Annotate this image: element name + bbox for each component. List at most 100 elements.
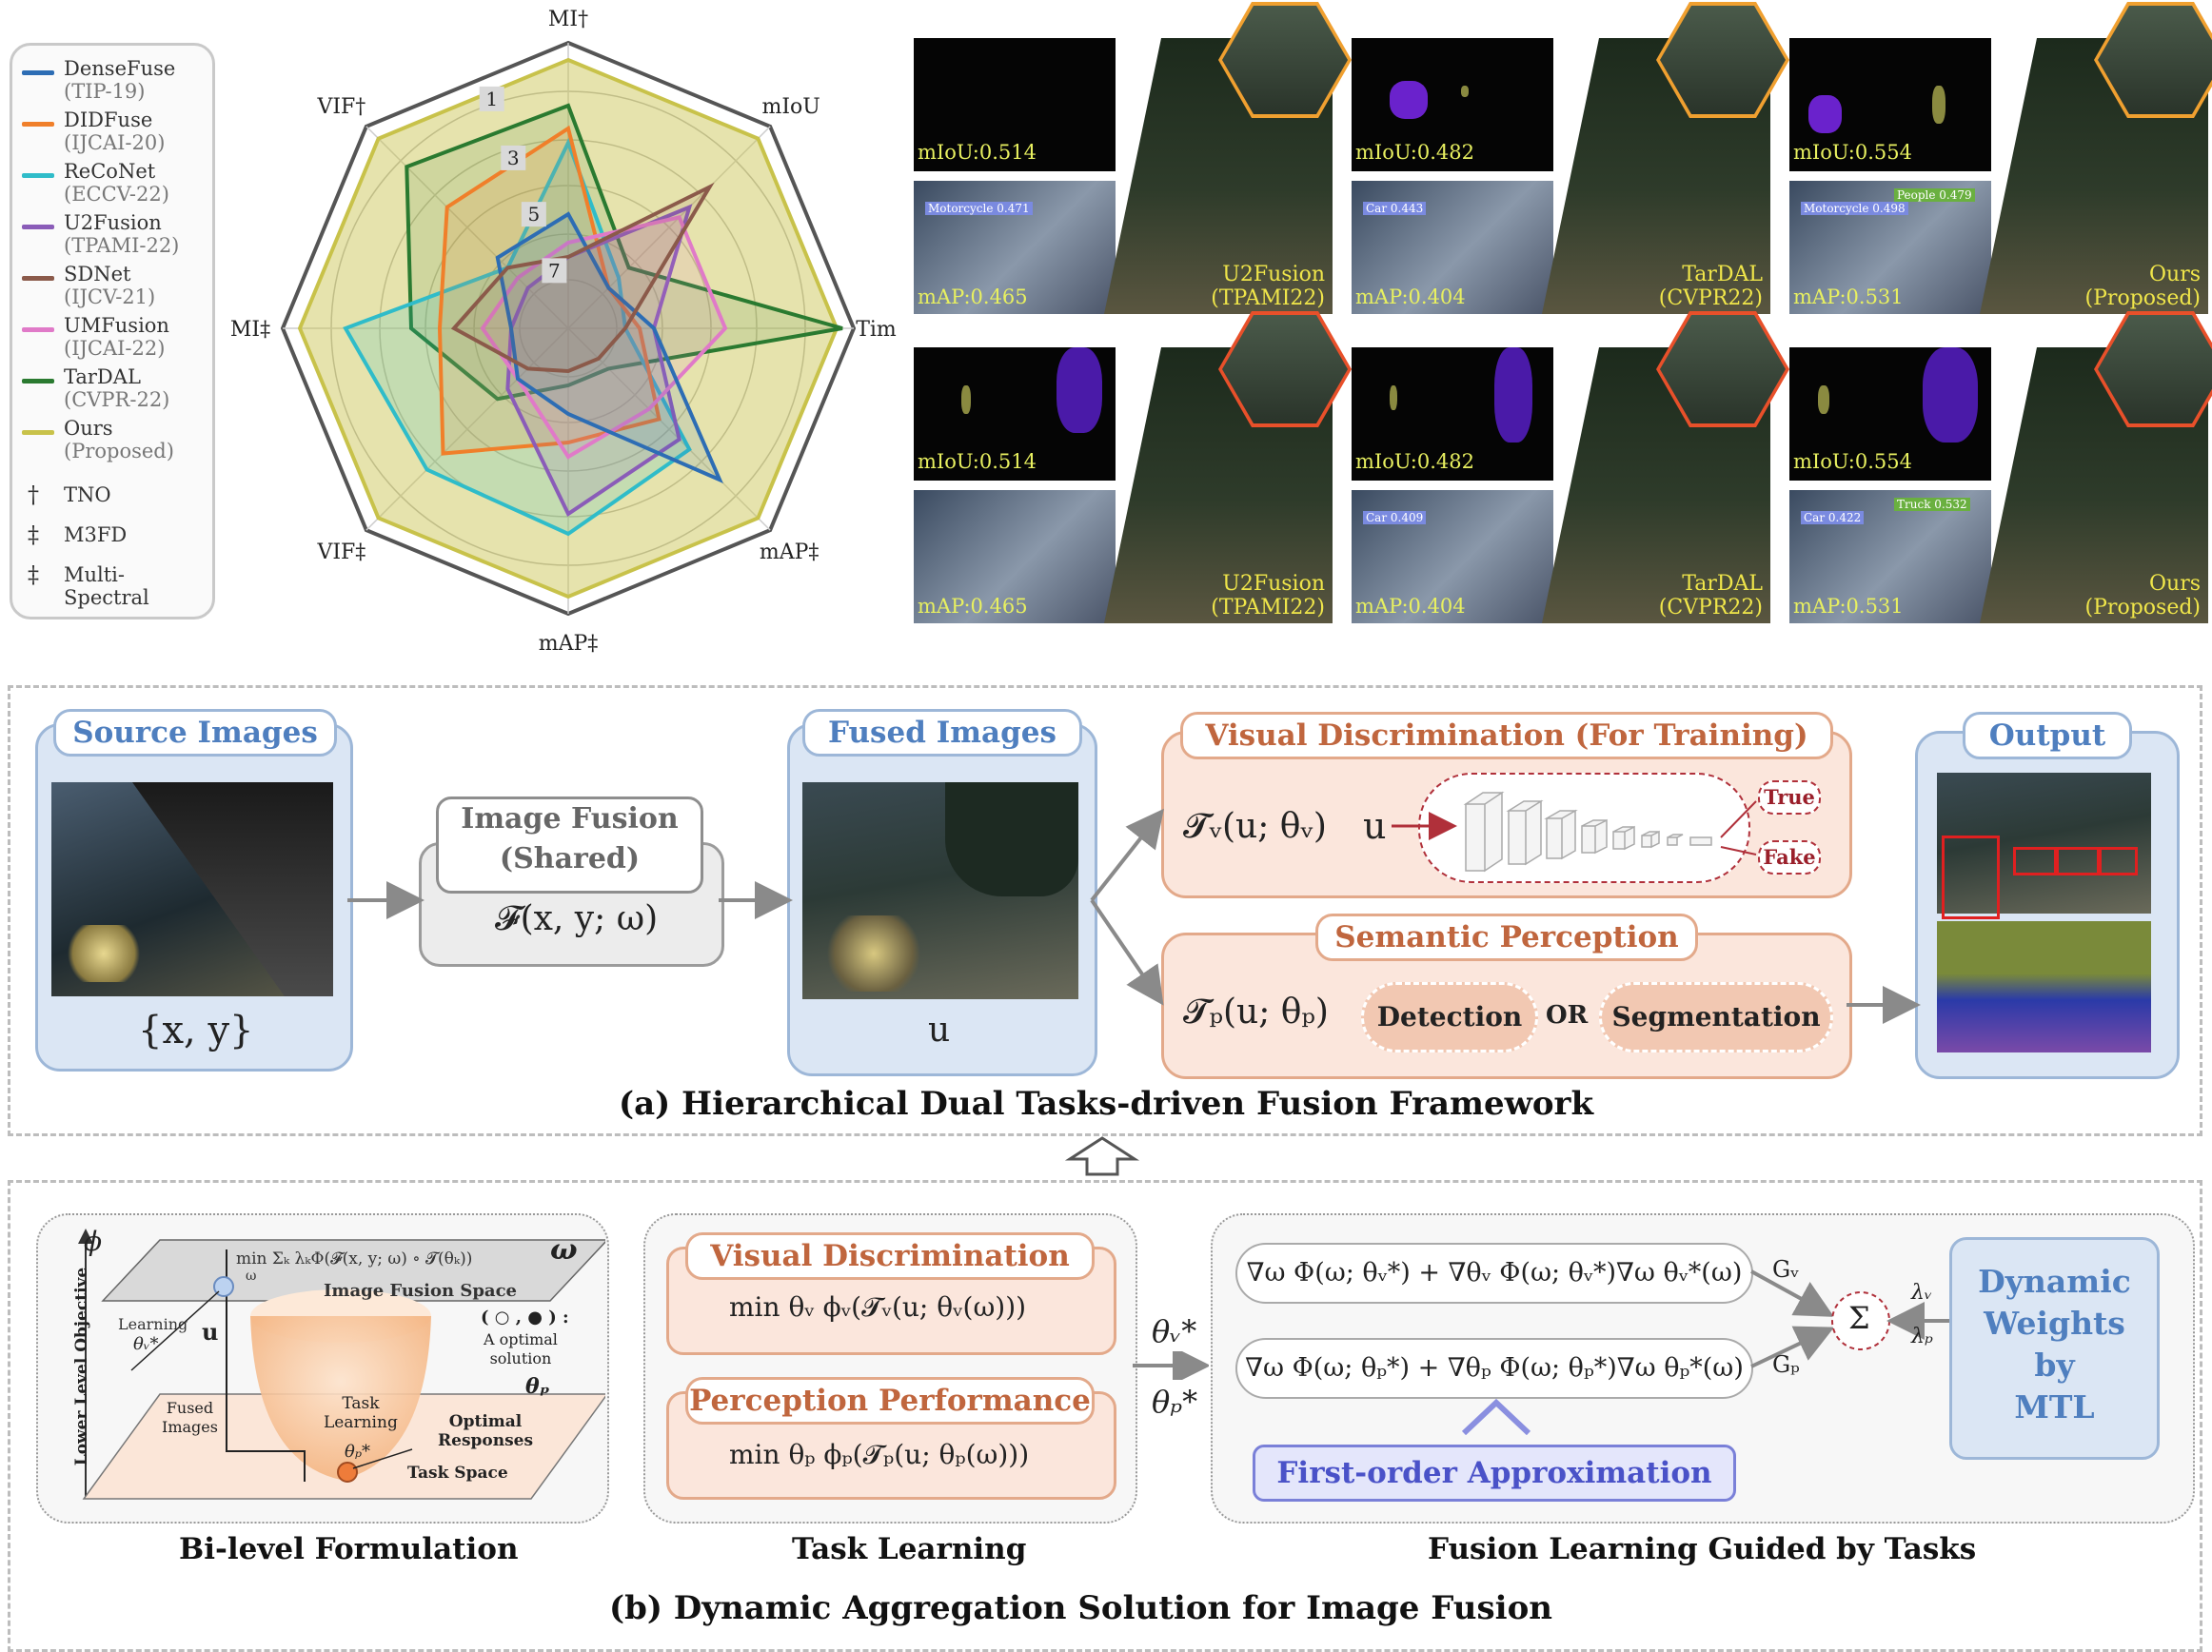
segmentation-map: mIoU:0.554: [1789, 347, 1991, 481]
method-label: Ours (Proposed): [2084, 572, 2201, 620]
segment-region: [1808, 95, 1842, 133]
tl-vd-formula: min θᵥ ϕᵥ(𝓣ᵥ(u; θᵥ(ω))): [729, 1291, 1027, 1323]
radar-axis-label: MI†: [548, 8, 588, 31]
u-label: u: [202, 1318, 219, 1346]
legend-swatch: [22, 430, 54, 435]
zoom-inset: [1656, 2, 1789, 118]
miou-value: mIoU:0.482: [1355, 141, 1474, 164]
method-label: Ours (Proposed): [2084, 263, 2201, 310]
rank-label-bg: [479, 86, 504, 111]
solution-caption: (b) Dynamic Aggregation Solution for Ima…: [609, 1589, 1552, 1627]
rank-label: 7: [548, 259, 561, 282]
dynamic-weights-label: Dynamic Weights by MTL: [1978, 1263, 2131, 1426]
map-value: mAP:0.404: [1355, 595, 1466, 618]
segment-region: [1390, 81, 1428, 119]
radar-axis-label: MI‡: [230, 318, 270, 342]
dataset-name: M3FD: [64, 523, 128, 546]
legend-swatch: [22, 276, 54, 281]
zoom-inset: [1656, 311, 1789, 427]
legend-method-venue: (IJCV-21): [64, 285, 156, 308]
dataset-name: Multi- Spectral: [64, 563, 149, 609]
radar-chart: MI† mIoU Time mAP‡ mAP‡ VIF‡ MI‡ VIF† 1 3 5 7: [230, 8, 897, 656]
miou-value: mIoU:0.554: [1793, 141, 1912, 164]
segment-region: [1932, 86, 1945, 124]
miou-value: mIoU:0.514: [918, 450, 1037, 473]
zoom-inset-content: [1660, 315, 1786, 423]
true-tag: True: [1758, 780, 1821, 815]
detection-label: Car 0.422: [1801, 511, 1865, 524]
rank-label-bg: [542, 258, 567, 284]
radar-axis-label: mAP‡: [539, 632, 599, 656]
framework-caption: (a) Hierarchical Dual Tasks-driven Fusio…: [619, 1085, 1594, 1123]
theta-v-star-label: θᵥ*: [133, 1334, 159, 1354]
result-tile: mIoU:0.514 Motorcycle 0.471 mAP:0.465 U2Fus…: [914, 38, 1333, 324]
legend-swatch: [22, 173, 54, 178]
legend: DenseFuse (TIP-19) DIDFuse (IJCAI-20) ReCoNe…: [10, 43, 215, 620]
segment-region: [1818, 385, 1829, 414]
source-images-title: Source Images: [53, 709, 337, 757]
map-value: mAP:0.465: [918, 285, 1028, 308]
task-learning-caption: Task Learning: [792, 1532, 1027, 1566]
radar-axis-label: Time: [856, 318, 897, 342]
segmentation-map: mIoU:0.514: [914, 38, 1116, 171]
fusion-learning-caption: Fusion Learning Guided by Tasks: [1428, 1532, 1977, 1566]
detection-label: Truck 0.532: [1894, 498, 1970, 511]
detection-label: Car 0.409: [1363, 511, 1427, 524]
dataset-name: TNO: [64, 483, 111, 506]
zoom-inset-content: [1660, 6, 1786, 114]
fused-images-label: Fused Images: [162, 1399, 218, 1436]
semantic-perception-title: Semantic Perception: [1315, 914, 1698, 961]
radar-spoke: [567, 126, 771, 329]
radar-spoke: [365, 126, 569, 329]
segment-region: [961, 385, 971, 414]
tree-silhouette: [945, 782, 1078, 896]
output-detection-image: [1937, 773, 2151, 919]
optimal-responses-label: Optimal Responses: [438, 1412, 534, 1450]
radar-series: [450, 182, 715, 374]
results-grid: mIoU:0.514 Motorcycle 0.471 mAP:0.465 U2Fus…: [914, 0, 2212, 628]
result-tile: mIoU:0.482 Car 0.409 mAP:0.404 TarDAL (CVPR2…: [1352, 347, 1770, 633]
rank-label-bg: [501, 145, 526, 170]
task-space-label: Task Space: [407, 1464, 508, 1483]
legend-method-name: SDNet: [64, 263, 131, 285]
zoom-inset-content: [1222, 6, 1348, 114]
legend-method-name: UMFusion: [64, 314, 169, 337]
legend-method-name: DIDFuse: [64, 108, 153, 131]
detection-image: Car 0.443 mAP:0.404: [1352, 181, 1553, 314]
legend-method-name: Ours: [64, 417, 113, 440]
radar-axis-label: VIF†: [316, 95, 365, 119]
sp-formula: 𝓣ₚ(u; θₚ): [1183, 993, 1329, 1032]
fused-images-title: Fused Images: [802, 709, 1082, 757]
g-p-label: Gₚ: [1772, 1351, 1800, 1378]
framework-panel: [8, 685, 2202, 1136]
legend-swatch: [22, 122, 54, 127]
theta-p-star-label: θₚ*: [345, 1442, 371, 1462]
map-value: mAP:0.531: [1793, 595, 1904, 618]
segmentation-map: mIoU:0.514: [914, 347, 1116, 481]
fused-image: [802, 782, 1078, 999]
output-segmentation-image: [1937, 921, 2151, 1052]
legend-method-venue: (TPAMI-22): [64, 234, 180, 257]
dataset-symbol: †: [28, 482, 39, 508]
up-arrow-icon: [1064, 1136, 1140, 1176]
legend-method-name: U2Fusion: [64, 211, 162, 234]
segment-region: [1494, 347, 1532, 442]
detection-image: Motorcycle 0.498 People 0.479 mAP:0.531: [1789, 181, 1991, 314]
radar-series: [297, 57, 839, 600]
legend-method-name: ReCoNet: [64, 160, 156, 183]
detection-label: Car 0.443: [1363, 202, 1427, 215]
car-headlight: [61, 925, 147, 982]
tl-pp-title: Perception Performance: [685, 1377, 1095, 1425]
tl-pp-formula: min θₚ ϕₚ(𝓣ₚ(u; θₚ(ω))): [729, 1439, 1030, 1470]
g-v-label: Gᵥ: [1772, 1256, 1800, 1283]
theta-p-label: θₚ: [525, 1374, 550, 1399]
legend-method-venue: (CVPR-22): [64, 388, 170, 411]
map-value: mAP:0.404: [1355, 285, 1466, 308]
framework-arrows: [347, 791, 1921, 1024]
map-value: mAP:0.531: [1793, 285, 1904, 308]
legend-method-venue: (IJCAI-20): [64, 131, 166, 154]
radar-axis-label: mAP‡: [760, 541, 820, 564]
fusion-objective: min Σₖ λₖΦ(𝓕(x, y; ω) ∘ 𝓣(θₖ)): [236, 1249, 473, 1268]
dataset-symbol: ‡: [28, 521, 39, 548]
lower-level-objective-label: Lower Level Objective: [72, 1267, 92, 1466]
